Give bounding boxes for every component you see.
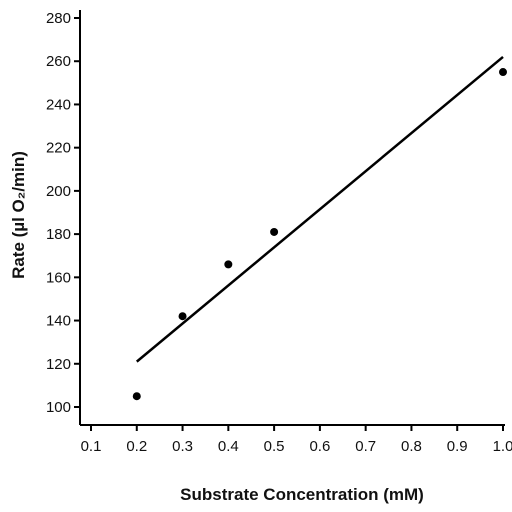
y-tick-label: 220 [46, 140, 71, 157]
x-tick-label: 0.9 [447, 438, 468, 455]
data-point [224, 260, 233, 269]
data-point [132, 392, 141, 401]
x-tick-label: 0.5 [264, 438, 285, 455]
x-tick-label: 0.8 [401, 438, 422, 455]
y-tick-label: 120 [46, 356, 71, 373]
y-tick-label: 160 [46, 269, 71, 286]
x-tick-label: 0.7 [355, 438, 376, 455]
x-tick-label: 0.6 [309, 438, 330, 455]
y-tick-label: 140 [46, 313, 71, 330]
data-point [178, 312, 187, 321]
data-point [499, 68, 507, 77]
y-tick-label: 200 [46, 183, 71, 200]
y-tick-label: 280 [46, 10, 71, 27]
trend-line [135, 55, 504, 363]
x-tick-label: 0.2 [126, 438, 147, 455]
x-tick-label: 1.0 [493, 438, 512, 455]
y-tick-label: 100 [46, 399, 71, 416]
plot-area: 100 120 140 160 180 200 220 240 260 280 0.1 0.2 0.3 0… [46, 10, 512, 455]
y-tick-label: 240 [46, 96, 71, 113]
x-axis-title: Substrate Concentration (mM) [180, 485, 424, 504]
y-tick-label: 260 [46, 53, 71, 70]
data-point [270, 227, 279, 236]
x-tick-label: 0.4 [218, 438, 239, 455]
x-tick-label: 0.3 [172, 438, 193, 455]
y-tick-label: 180 [46, 226, 71, 243]
x-tick-label: 0.1 [81, 438, 102, 455]
y-axis-title: Rate (µl O₂/min) [9, 151, 28, 279]
